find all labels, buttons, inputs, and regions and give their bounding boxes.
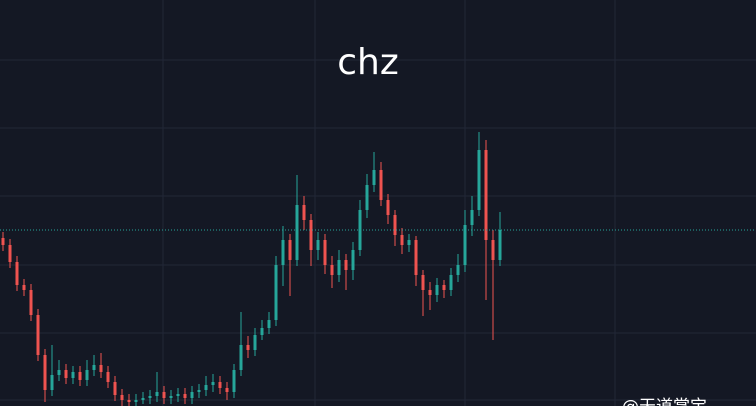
- candle-body: [449, 275, 453, 290]
- candle-body: [43, 355, 47, 390]
- candle-body: [8, 245, 12, 262]
- candle-body: [393, 215, 397, 235]
- watermark: @天道掌宝: [622, 397, 707, 406]
- candle-body: [491, 240, 495, 260]
- candle-body: [106, 372, 110, 382]
- candle-body: [316, 240, 320, 250]
- candle-body: [246, 345, 250, 350]
- candle-body: [323, 240, 327, 265]
- candle-body: [253, 335, 257, 350]
- candle-body: [365, 185, 369, 210]
- candle-body: [15, 262, 19, 285]
- candle-body: [113, 382, 117, 395]
- candle-body: [183, 394, 187, 398]
- candle-body: [379, 170, 383, 200]
- candle-body: [29, 290, 33, 315]
- candle-body: [127, 400, 131, 402]
- candle-body: [190, 392, 194, 398]
- candle-body: [176, 394, 180, 396]
- candle-body: [22, 285, 26, 290]
- candle-body: [204, 385, 208, 390]
- candle-body: [260, 328, 264, 335]
- candle-body: [225, 388, 229, 392]
- candle-body: [463, 225, 467, 265]
- candle-body: [470, 210, 474, 225]
- candle-body: [169, 396, 173, 398]
- candle-body: [456, 265, 460, 275]
- candle-body: [372, 170, 376, 185]
- candle-body: [141, 398, 145, 400]
- candle-body: [351, 250, 355, 270]
- candle-body: [428, 290, 432, 295]
- candle-body: [337, 260, 341, 275]
- candle-body: [281, 240, 285, 265]
- candle-body: [211, 382, 215, 385]
- candle-body: [57, 370, 61, 375]
- candle-body: [330, 265, 334, 275]
- candle-body: [218, 382, 222, 388]
- candle-body: [36, 315, 40, 355]
- candle-body: [1, 238, 5, 245]
- candle-body: [78, 372, 82, 380]
- candle-body: [267, 320, 271, 328]
- candle-body: [498, 230, 502, 260]
- candle-body: [71, 372, 75, 378]
- chart-title: chz: [337, 42, 399, 83]
- candle-body: [274, 265, 278, 320]
- candle-body: [85, 370, 89, 380]
- candle-body: [421, 275, 425, 290]
- candle-body: [477, 150, 481, 210]
- candle-body: [99, 365, 103, 372]
- candle-body: [239, 345, 243, 370]
- candle-body: [120, 395, 124, 400]
- candle-body: [400, 235, 404, 245]
- candle-body: [344, 260, 348, 270]
- candle-body: [64, 370, 68, 378]
- candle-body: [386, 200, 390, 215]
- candle-body: [442, 285, 446, 290]
- candle-body: [197, 390, 201, 392]
- candle-body: [309, 220, 313, 250]
- candle-body: [484, 150, 488, 240]
- candle-body: [414, 240, 418, 275]
- candle-body: [50, 375, 54, 390]
- candle-body: [155, 392, 159, 396]
- candle-body: [148, 396, 152, 398]
- candle-body: [92, 365, 96, 370]
- candle-body: [288, 240, 292, 260]
- candle-body: [295, 205, 299, 260]
- candle-body: [302, 205, 306, 220]
- candle-body: [162, 392, 166, 398]
- candle-body: [232, 370, 236, 392]
- candle-body: [134, 400, 138, 402]
- candle-body: [407, 240, 411, 245]
- candle-body: [435, 285, 439, 295]
